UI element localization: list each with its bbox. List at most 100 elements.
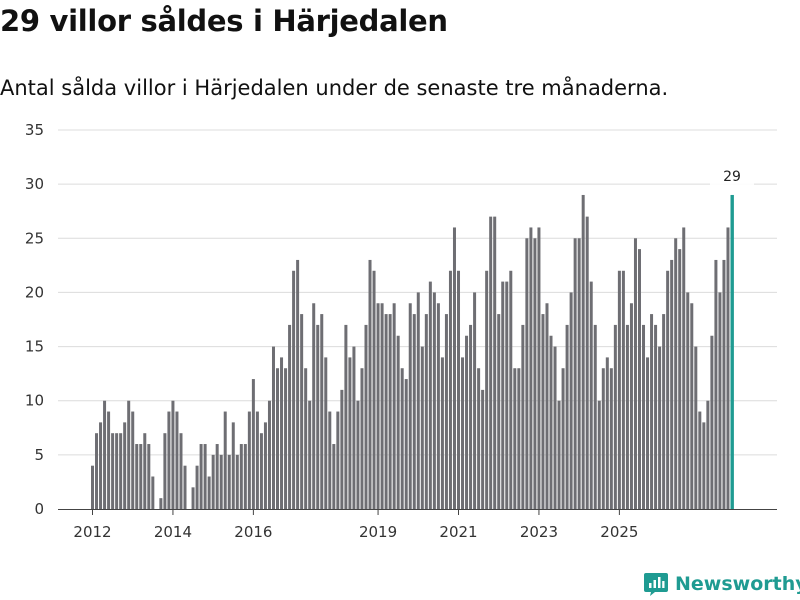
bar[interactable] [340,389,344,509]
bar[interactable] [344,324,348,509]
bar[interactable] [300,314,304,509]
bar[interactable] [195,465,199,509]
bar[interactable] [452,227,456,509]
bar[interactable] [473,292,477,509]
bar[interactable] [320,314,324,509]
bar[interactable] [557,400,561,509]
bar[interactable] [577,238,581,510]
bar[interactable] [324,357,328,509]
bar[interactable] [465,335,469,509]
bar[interactable] [332,444,336,509]
bar[interactable] [288,324,292,509]
bar[interactable] [517,368,521,509]
bar[interactable] [633,238,637,510]
bar[interactable] [710,335,714,509]
bar[interactable] [107,411,111,509]
bar[interactable] [537,227,541,509]
bar[interactable] [489,216,493,509]
bar[interactable] [509,270,513,509]
bar[interactable] [686,292,690,509]
bar[interactable] [412,314,416,509]
bar[interactable] [296,259,300,509]
bar[interactable] [199,444,203,509]
bar[interactable] [95,433,99,509]
bar[interactable] [380,303,384,509]
bar[interactable] [573,238,577,510]
bar[interactable] [501,281,505,509]
bar[interactable] [432,292,436,509]
bar[interactable] [360,368,364,509]
bar[interactable] [525,238,529,510]
bar[interactable] [416,292,420,509]
bar[interactable] [356,400,360,509]
bar[interactable] [424,314,428,509]
bar[interactable] [666,270,670,509]
bar[interactable] [263,422,267,509]
bar[interactable] [91,465,94,509]
bar[interactable] [328,411,332,509]
bar[interactable] [271,346,275,509]
bar[interactable] [593,324,597,509]
bar[interactable] [103,400,107,509]
bar-highlight[interactable] [730,194,734,509]
bar[interactable] [457,270,461,509]
bar[interactable] [650,314,654,509]
bar[interactable] [436,303,440,509]
bar[interactable] [658,346,662,509]
bar[interactable] [718,292,722,509]
bar[interactable] [259,433,263,509]
bar[interactable] [428,281,432,509]
bar[interactable] [722,259,726,509]
bar[interactable] [621,270,625,509]
bar[interactable] [477,368,481,509]
bar[interactable] [247,411,251,509]
bar[interactable] [493,216,497,509]
bar[interactable] [609,368,613,509]
bar[interactable] [585,216,589,509]
bar[interactable] [151,476,155,509]
bar[interactable] [613,324,617,509]
bar[interactable] [541,314,545,509]
bar[interactable] [115,433,119,509]
bar[interactable] [99,422,103,509]
bar[interactable] [533,238,537,510]
bar[interactable] [521,324,525,509]
bar[interactable] [215,444,219,509]
bar[interactable] [348,357,352,509]
bar[interactable] [625,324,629,509]
bar[interactable] [553,346,557,509]
bar[interactable] [392,303,396,509]
bar[interactable] [694,346,698,509]
bar[interactable] [597,400,601,509]
bar[interactable] [336,411,340,509]
bar[interactable] [605,357,609,509]
bar[interactable] [581,194,585,509]
bar[interactable] [400,368,404,509]
bar[interactable] [239,444,243,509]
bar[interactable] [408,303,412,509]
bar[interactable] [440,357,444,509]
bar[interactable] [396,335,400,509]
bar[interactable] [312,303,316,509]
bar[interactable] [251,379,255,509]
bar[interactable] [123,422,127,509]
bar[interactable] [662,314,666,509]
bar[interactable] [368,259,372,509]
bar[interactable] [119,433,123,509]
bar[interactable] [565,324,569,509]
bar[interactable] [203,444,207,509]
bar[interactable] [131,411,135,509]
bar[interactable] [469,324,473,509]
bar[interactable] [352,346,356,509]
bar[interactable] [211,454,215,509]
bar[interactable] [561,368,565,509]
bar[interactable] [589,281,593,509]
bar[interactable] [171,400,175,509]
bar[interactable] [690,303,694,509]
bar[interactable] [617,270,621,509]
bar[interactable] [706,400,710,509]
bar[interactable] [191,487,195,509]
bar[interactable] [255,411,259,509]
bar[interactable] [646,357,650,509]
bar[interactable] [308,400,312,509]
